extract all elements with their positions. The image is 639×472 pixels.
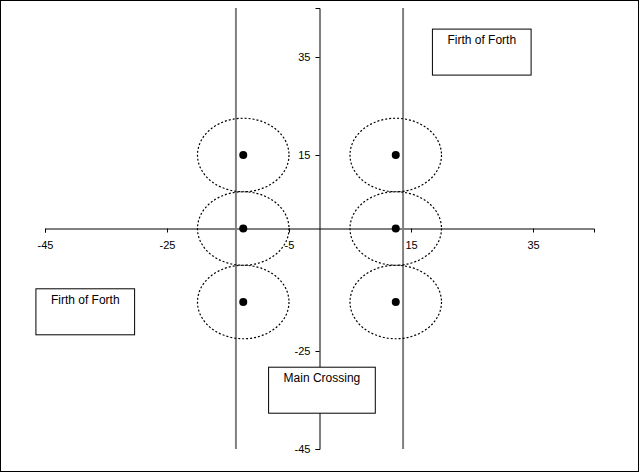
radius-circle [350,118,442,192]
plot-area [198,8,442,449]
x-tick-mark [411,229,412,233]
radius-circle [198,118,290,192]
frame [1,1,639,472]
point [392,151,400,159]
point [392,225,400,233]
x-tick: -45 [38,229,54,252]
y-tick: -25 [295,345,320,357]
vertical-line [235,8,237,449]
chart: -45-25-515353515-25-45Firth of ForthFirt… [0,0,639,472]
annotation-text: Firth of Forth [51,293,120,307]
x-tick-label: -25 [160,239,176,251]
annotation-box [269,367,376,413]
annotation-box [36,289,135,335]
annotation: Firth of Forth [36,289,135,335]
y-tick: -45 [295,443,320,455]
y-tick-label: 35 [298,51,310,63]
y-tick-mark [316,351,320,352]
x-tick-label: 35 [527,239,539,251]
x-tick-label: 15 [405,239,417,251]
x-tick-mark [45,229,46,233]
x-tick-label: -45 [38,239,54,251]
y-tick-mark [316,449,320,450]
x-tick: -5 [285,229,295,252]
x-axis: -45 -25 -5 15 35 [38,229,595,252]
x-tick: -25 [160,229,176,252]
y-tick-label: -25 [295,345,311,357]
x-tick: 35 [527,229,539,252]
x-tick-mark [167,229,168,233]
annotation-text: Main Crossing [284,371,361,385]
radius-circle [350,265,442,339]
point [392,298,400,306]
vertical-line [402,8,404,449]
point [239,151,247,159]
radius-circle [198,192,290,266]
point [239,298,247,306]
y-tick-mark [316,155,320,156]
annotation-text: Firth of Forth [447,33,516,47]
radius-circle [198,265,290,339]
x-tick-mark [533,229,534,233]
annotation: Firth of Forth [432,29,531,75]
y-tick-mark [316,57,320,58]
point [239,225,247,233]
annotation-box [432,29,531,75]
y-tick-label: 15 [298,149,310,161]
annotations: Firth of Forth Firth of Forth Main Crossin… [36,29,531,413]
y-tick: 35 [298,51,319,63]
y-tick: 15 [298,149,319,161]
annotation: Main Crossing [269,367,376,413]
radius-circle [350,192,442,266]
x-tick: 15 [405,229,417,252]
y-tick-label: -45 [295,443,311,455]
